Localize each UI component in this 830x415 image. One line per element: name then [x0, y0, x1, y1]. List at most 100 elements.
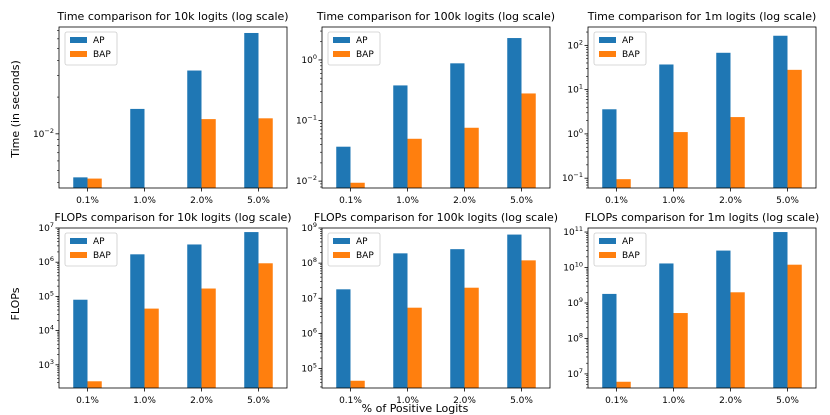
bar-bap-0.1%	[350, 182, 365, 188]
legend-swatch-ap	[70, 37, 87, 43]
chart-panel-3: Time comparison for 1m logits (log scale…	[562, 10, 817, 206]
bar-bap-1.0%	[673, 132, 688, 188]
bar-ap-2.0%	[450, 63, 465, 188]
bar-ap-1.0%	[393, 253, 408, 388]
y-tick-label: 107	[567, 367, 583, 380]
bar-bap-1.0%	[407, 307, 422, 388]
legend-box	[64, 232, 118, 267]
axes-frame	[58, 26, 288, 189]
chart-title: FLOPs comparison for 10k logits (log sca…	[54, 211, 291, 224]
bar-ap-1.0%	[130, 254, 145, 388]
bar-bap-1.0%	[144, 308, 159, 388]
bar-bap-5.0%	[258, 118, 273, 188]
y-tick-label: 104	[38, 324, 54, 337]
legend-label-ap: AP	[622, 237, 634, 247]
legend-swatch-ap	[333, 238, 350, 244]
x-tick-label: 1.0%	[396, 196, 419, 206]
bar-ap-0.1%	[602, 109, 617, 188]
x-tick-label: 1.0%	[662, 196, 685, 206]
legend-swatch-bap	[70, 252, 87, 258]
legend-swatch-bap	[333, 252, 350, 258]
axes-frame	[321, 227, 551, 389]
bar-bap-2.0%	[201, 119, 216, 188]
row-1-ylabel: Time (in seconds)	[9, 60, 22, 159]
chart-title: FLOPs comparison for 100k logits (log sc…	[314, 211, 558, 224]
legend-swatch-ap	[333, 37, 350, 43]
bar-ap-2.0%	[187, 70, 202, 188]
bar-ap-5.0%	[244, 232, 259, 388]
x-tick-label: 2.0%	[453, 396, 476, 406]
x-tick-label: 1.0%	[133, 396, 156, 406]
bar-ap-5.0%	[244, 32, 259, 189]
bar-ap-1.0%	[659, 263, 674, 388]
chart-title: Time comparison for 100k logits (log sca…	[316, 10, 555, 23]
legend-label-ap: AP	[622, 36, 634, 46]
bar-bap-0.1%	[616, 381, 631, 388]
legend-swatch-bap	[70, 51, 87, 57]
bar-bap-5.0%	[787, 264, 802, 388]
bar-ap-0.1%	[602, 293, 617, 388]
y-tick-label: 107	[301, 291, 317, 304]
legend-swatch-bap	[599, 51, 616, 57]
bar-ap-2.0%	[450, 249, 465, 388]
x-tick-label: 0.1%	[76, 396, 99, 406]
x-tick-label: 0.1%	[605, 196, 628, 206]
legend-box	[327, 232, 381, 267]
chart-title: Time comparison for 1m logits (log scale…	[587, 10, 817, 23]
bar-bap-2.0%	[730, 292, 745, 388]
legend-label-bap: BAP	[622, 251, 640, 261]
x-tick-label: 0.1%	[339, 196, 362, 206]
legend-label-ap: AP	[93, 237, 105, 247]
legend-swatch-ap	[599, 37, 616, 43]
bar-ap-0.1%	[73, 299, 88, 388]
bar-ap-2.0%	[716, 250, 731, 388]
bar-bap-5.0%	[258, 263, 273, 388]
legend-swatch-ap	[70, 238, 87, 244]
y-tick-label: 10−1	[296, 114, 317, 127]
bar-bap-0.1%	[87, 178, 102, 188]
x-tick-label: 2.0%	[453, 196, 476, 206]
shared-xlabel: % of Positive Logits	[362, 402, 469, 415]
bar-bap-2.0%	[730, 117, 745, 188]
legend-box	[64, 31, 118, 66]
bar-ap-5.0%	[773, 35, 788, 189]
x-tick-label: 5.0%	[776, 396, 799, 406]
legend-label-ap: AP	[356, 36, 368, 46]
y-tick-label: 105	[38, 289, 54, 302]
y-tick-label: 107	[38, 221, 54, 234]
chart-title: Time comparison for 10k logits (log scal…	[56, 10, 288, 23]
y-tick-label: 1011	[563, 225, 583, 238]
x-tick-label: 2.0%	[190, 396, 213, 406]
y-tick-label: 108	[301, 256, 317, 269]
bar-bap-1.0%	[407, 138, 422, 188]
x-tick-label: 5.0%	[247, 396, 270, 406]
axes-frame	[321, 26, 551, 189]
bar-bap-0.1%	[87, 381, 102, 388]
y-tick-label: 102	[567, 38, 583, 51]
bar-ap-0.1%	[73, 177, 88, 188]
legend-label-bap: BAP	[356, 50, 374, 60]
y-tick-label: 106	[38, 255, 54, 268]
x-tick-label: 0.1%	[605, 396, 628, 406]
y-tick-label: 106	[301, 326, 317, 339]
y-tick-label: 109	[301, 221, 317, 234]
legend-label-ap: AP	[356, 237, 368, 247]
legend-box	[593, 232, 647, 267]
chart-panel-4: FLOPs comparison for 10k logits (log sca…	[38, 211, 291, 406]
y-tick-label: 10−2	[33, 127, 54, 140]
y-tick-label: 103	[38, 358, 54, 371]
bar-ap-2.0%	[716, 52, 731, 188]
x-tick-label: 0.1%	[76, 196, 99, 206]
bar-ap-5.0%	[507, 38, 522, 188]
bar-bap-2.0%	[464, 287, 479, 388]
row-2-ylabel: FLOPs	[9, 287, 22, 320]
y-tick-label: 108	[567, 331, 583, 344]
axes-frame	[58, 227, 288, 389]
chart-panel-1: Time comparison for 10k logits (log scal…	[33, 10, 289, 206]
x-tick-label: 5.0%	[247, 196, 270, 206]
chart-title: FLOPs comparison for 1m logits (log scal…	[585, 211, 820, 224]
bar-ap-5.0%	[507, 234, 522, 388]
legend-label-bap: BAP	[93, 251, 111, 261]
x-tick-label: 2.0%	[719, 196, 742, 206]
